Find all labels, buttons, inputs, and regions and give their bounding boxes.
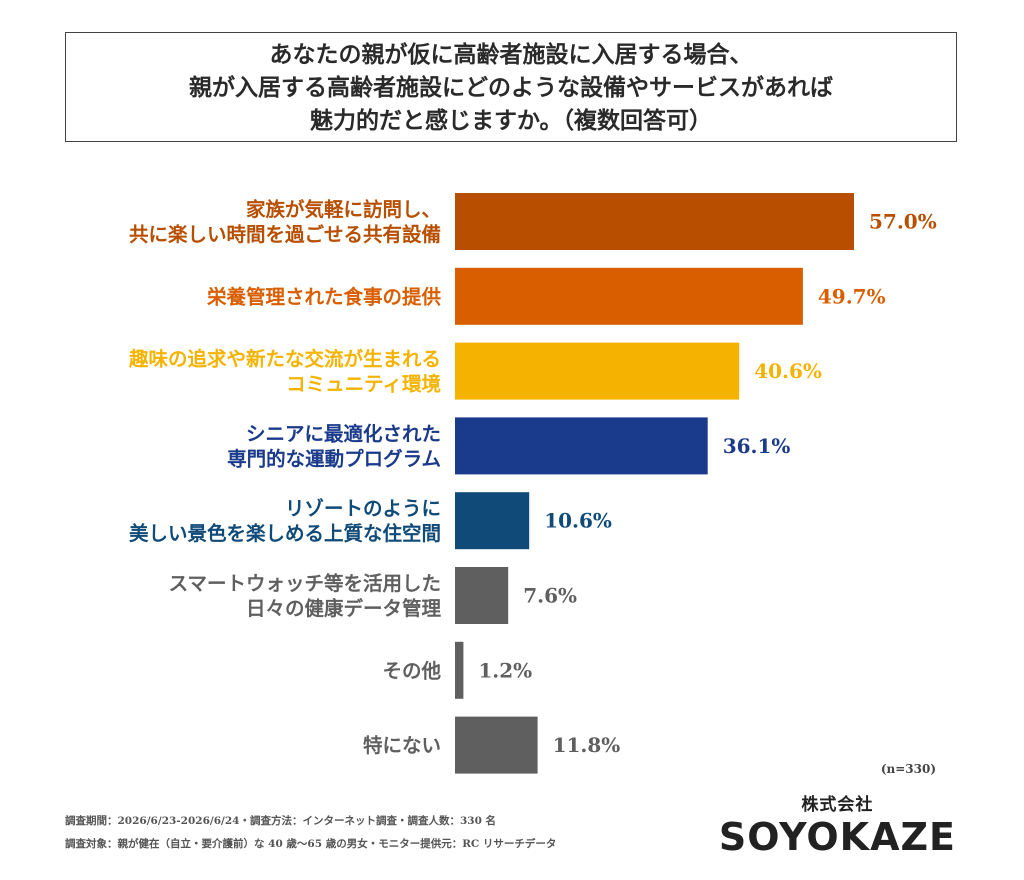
brand-corp-label: 株式会社 (801, 795, 874, 815)
category-label-3-1: 専門的な運動プログラム (227, 447, 441, 470)
category-label-2-0: 趣味の追求や新たな交流が生まれる (128, 348, 441, 371)
bar-1 (455, 267, 803, 325)
category-label-0-0: 家族が気軽に訪問し、 (246, 198, 441, 221)
bar-0 (455, 193, 854, 250)
category-label-0-1: 共に楽しい時間を過ごせる共有設備 (129, 223, 441, 246)
category-label-4-1: 美しい景色を楽しめる上質な住空間 (129, 522, 441, 545)
category-label-7-0: 特にない (363, 734, 441, 757)
bar-5 (455, 567, 509, 624)
bar-6 (455, 641, 464, 699)
category-label-5-0: スマートウォッチ等を活用した (169, 572, 441, 595)
category-label-2-1: コミュニティ環境 (286, 373, 441, 396)
bar-2 (455, 342, 740, 400)
survey-target-footnote: 調査対象：親が健在（自立・要介護前）な 40 歳〜65 歳の男女・モニター提供元… (65, 838, 557, 850)
brand-logo-text: SOYOKAZE (718, 815, 956, 859)
category-label-5-1: 日々の健康データ管理 (246, 597, 442, 620)
bar-7 (455, 716, 538, 774)
value-label-7: 11.8% (553, 733, 621, 757)
value-label-5: 7.6% (523, 584, 577, 608)
value-label-6: 1.2% (478, 658, 532, 682)
chart-title-line-3: 魅力的だと感じますか。（複数回答可） (309, 106, 713, 134)
survey-period-footnote: 調査期間：2026/6/23-2026/6/24・調査方法：インターネット調査・… (65, 815, 497, 827)
sample-size-note: (n=330) (880, 762, 936, 776)
chart-title-box: あなたの親が仮に高齢者施設に入居する場合、 親が入居する高齢者施設にどのような設… (65, 32, 957, 142)
value-label-3: 36.1% (723, 434, 791, 458)
value-label-4: 10.6% (544, 509, 612, 533)
category-label-6-0: その他 (382, 659, 441, 682)
category-label-3-0: シニアに最適化された (246, 422, 441, 445)
value-label-0: 57.0% (869, 210, 937, 234)
value-label-1: 49.7% (818, 284, 886, 308)
value-label-2: 40.6% (754, 359, 822, 383)
category-label-1-0: 栄養管理された食事の提供 (206, 285, 442, 308)
bar-3 (455, 417, 708, 475)
chart-title-line-2: 親が入居する高齢者施設にどのような設備やサービスがあれば (189, 73, 833, 101)
brand-logo-block: 株式会社 SOYOKAZE (719, 790, 956, 859)
category-label-4-0: リゾートのように (285, 497, 441, 520)
chart-title-line-1: あなたの親が仮に高齢者施設に入居する場合、 (269, 40, 753, 68)
bar-4 (455, 492, 530, 550)
